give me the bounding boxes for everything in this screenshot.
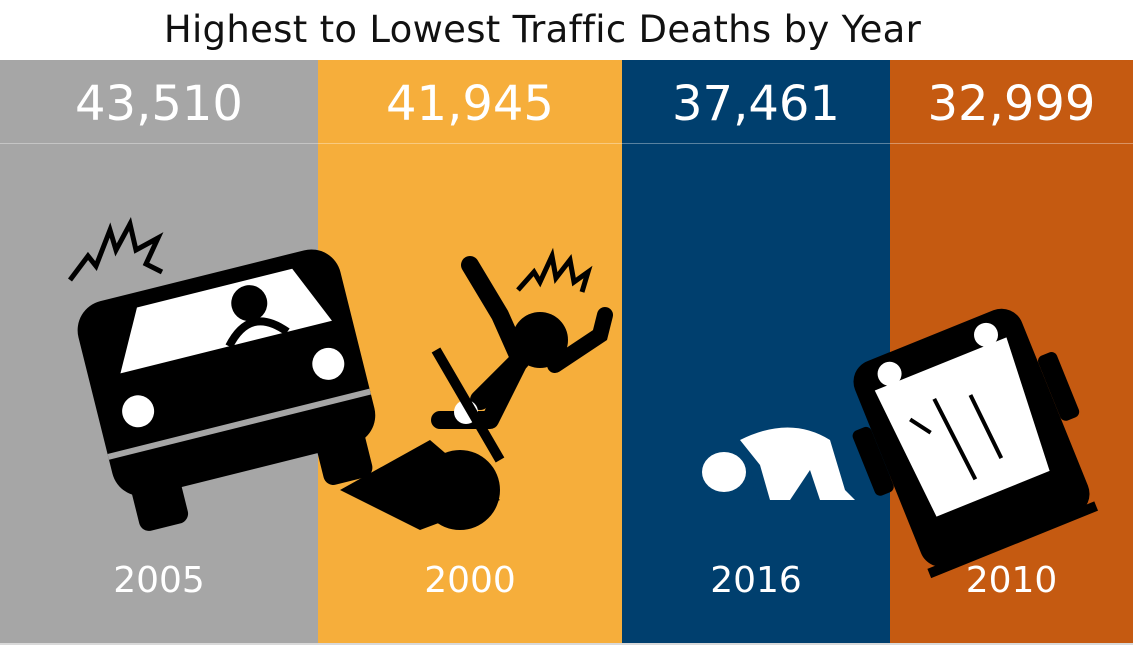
value-label: 32,999 [927,76,1096,132]
bottom-rule [0,643,1133,645]
value-label: 43,510 [75,76,243,132]
panel-divider [622,143,890,144]
category-label: 2010 [965,560,1058,601]
bar-panel-2016: 37,461 2016 [622,60,890,644]
chart-area: 43,510 2005 41,945 2000 37,461 2016 32,999 2010 [0,60,1133,644]
panel-divider [318,143,622,144]
panel-divider [890,143,1133,144]
value-label: 37,461 [672,76,840,132]
value-label: 41,945 [386,76,554,132]
bar-panel-2000: 41,945 2000 [318,60,622,644]
chart-title: Highest to Lowest Traffic Deaths by Year [163,8,922,51]
category-label: 2016 [710,560,802,601]
bar-panel-2005: 43,510 2005 [0,60,318,644]
bar-panel-2010: 32,999 2010 [890,60,1133,644]
panel-divider [0,143,318,144]
category-label: 2005 [113,560,205,601]
category-label: 2000 [424,560,516,601]
